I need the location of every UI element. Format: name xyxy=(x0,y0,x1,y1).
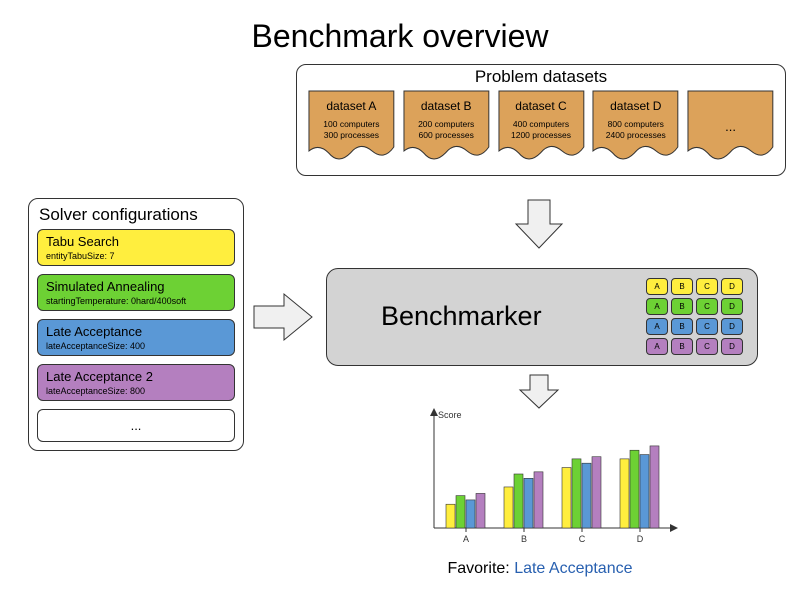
matrix-cell: D xyxy=(721,338,743,355)
problem-datasets-panel: Problem datasets dataset A 100 computers3… xyxy=(296,64,786,176)
dataset-label: dataset D xyxy=(591,99,680,113)
solver-item-detail: entityTabuSize: 7 xyxy=(46,251,226,261)
dataset-label: dataset A xyxy=(307,99,396,113)
svg-text:Score: Score xyxy=(438,410,462,420)
svg-text:C: C xyxy=(579,534,586,544)
matrix-cell: D xyxy=(721,278,743,295)
svg-text:D: D xyxy=(637,534,644,544)
solver-item-detail: lateAcceptanceSize: 800 xyxy=(46,386,226,396)
solver-configurations-panel: Solver configurations Tabu Search entityT… xyxy=(28,198,244,451)
solver-item: Tabu Search entityTabuSize: 7 xyxy=(37,229,235,266)
dataset-line2: 600 processes xyxy=(402,130,491,140)
solver-item: Simulated Annealing startingTemperature: … xyxy=(37,274,235,311)
matrix-cell: C xyxy=(696,298,718,315)
dataset-label: dataset C xyxy=(497,99,586,113)
matrix-cell: B xyxy=(671,338,693,355)
dataset-card: dataset C 400 computers1200 processes xyxy=(497,89,586,167)
dataset-line2: 2400 processes xyxy=(591,130,680,140)
score-chart: Score A B C D xyxy=(400,406,680,556)
dataset-line1: 100 computers xyxy=(307,119,396,129)
solver-item: Late Acceptance 2 lateAcceptanceSize: 800 xyxy=(37,364,235,401)
solver-item-name: Late Acceptance xyxy=(46,324,226,339)
dataset-line1: 400 computers xyxy=(497,119,586,129)
arrow-down-icon xyxy=(510,196,568,254)
solver-item-detail: lateAcceptanceSize: 400 xyxy=(46,341,226,351)
dataset-line1: 200 computers xyxy=(402,119,491,129)
svg-text:A: A xyxy=(463,534,469,544)
matrix-cell: C xyxy=(696,278,718,295)
page-title: Benchmark overview xyxy=(0,18,800,55)
solver-item-name: Simulated Annealing xyxy=(46,279,226,294)
solver-item-name: Late Acceptance 2 xyxy=(46,369,226,384)
matrix-cell: A xyxy=(646,278,668,295)
benchmarker-label: Benchmarker xyxy=(381,301,542,332)
benchmarker-box: Benchmarker ABCDABCDABCDABCD xyxy=(326,268,758,366)
solver-item: Late Acceptance lateAcceptanceSize: 400 xyxy=(37,319,235,356)
favorite-label: Favorite: xyxy=(447,560,509,577)
matrix-cell: D xyxy=(721,318,743,335)
dataset-card: dataset A 100 computers300 processes xyxy=(307,89,396,167)
dataset-line2: 300 processes xyxy=(307,130,396,140)
dataset-label: dataset B xyxy=(402,99,491,113)
benchmarker-matrix: ABCDABCDABCDABCD xyxy=(646,278,743,355)
solver-panel-title: Solver configurations xyxy=(39,205,235,225)
dataset-line1: 800 computers xyxy=(591,119,680,129)
dataset-card-ellipsis: ... xyxy=(686,89,775,167)
favorite-value: Late Acceptance xyxy=(514,560,632,577)
matrix-cell: C xyxy=(696,318,718,335)
solver-item-detail: startingTemperature: 0hard/400soft xyxy=(46,296,226,306)
dataset-card: dataset D 800 computers2400 processes xyxy=(591,89,680,167)
matrix-cell: B xyxy=(671,318,693,335)
matrix-cell: B xyxy=(671,278,693,295)
matrix-cell: B xyxy=(671,298,693,315)
dataset-card: dataset B 200 computers600 processes xyxy=(402,89,491,167)
solver-item-ellipsis: ... xyxy=(37,409,235,442)
datasets-panel-title: Problem datasets xyxy=(307,67,775,87)
solver-item-name: Tabu Search xyxy=(46,234,226,249)
matrix-cell: A xyxy=(646,298,668,315)
matrix-cell: D xyxy=(721,298,743,315)
matrix-cell: A xyxy=(646,338,668,355)
matrix-cell: A xyxy=(646,318,668,335)
matrix-cell: C xyxy=(696,338,718,355)
svg-text:B: B xyxy=(521,534,527,544)
dataset-ellipsis-label: ... xyxy=(686,119,775,134)
dataset-line2: 1200 processes xyxy=(497,130,586,140)
arrow-right-icon xyxy=(250,288,318,346)
favorite-line: Favorite: Late Acceptance xyxy=(400,560,680,578)
